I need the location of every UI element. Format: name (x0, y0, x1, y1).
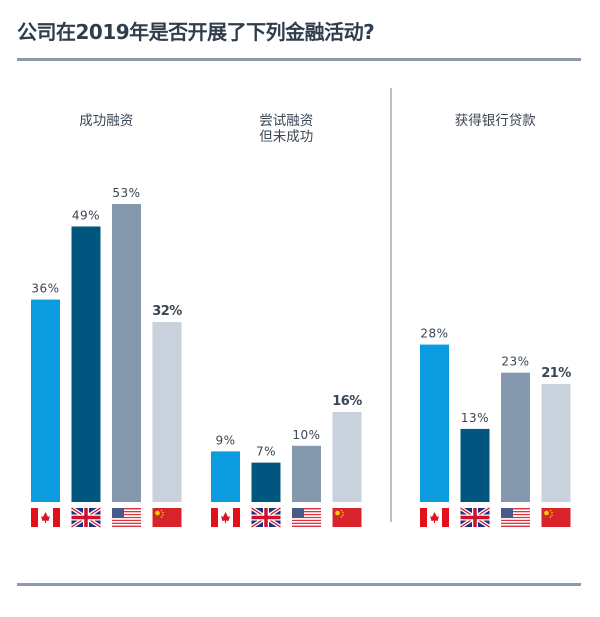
uk-flag-icon (70, 506, 102, 529)
bar (71, 226, 101, 502)
china-flag-icon (152, 508, 182, 527)
bar-group: 成功融资 36% 49% 53% 32% (31, 113, 183, 529)
bar (31, 299, 60, 502)
bar (292, 445, 321, 502)
bar (152, 322, 182, 502)
chart-title: 公司在2019年是否开展了下列金融活动? (17, 20, 375, 44)
value-label: 32% (152, 304, 182, 319)
bottom-rule (17, 583, 581, 586)
canada-flag-icon (31, 508, 60, 527)
bar (112, 204, 141, 502)
value-label: 36% (31, 282, 59, 296)
group-label: 成功融资 (79, 113, 133, 129)
group-label: 获得银行贷款 (455, 112, 536, 129)
group-label: 尝试融资 (259, 113, 313, 129)
us-flag-icon (292, 508, 321, 527)
value-label: 13% (461, 411, 489, 425)
uk-flag-icon (250, 506, 282, 529)
china-flag-icon (541, 508, 571, 527)
value-label: 21% (541, 366, 571, 381)
bar-group: 获得银行贷款 28% 13% 23% 21% (420, 112, 572, 529)
us-flag-icon (112, 508, 141, 527)
group-label: 但未成功 (259, 129, 313, 145)
bar (211, 451, 240, 502)
canada-flag-icon (211, 508, 240, 527)
bar (332, 412, 362, 502)
value-label: 49% (72, 208, 100, 222)
value-label: 9% (215, 433, 235, 447)
uk-flag-icon (459, 506, 491, 529)
us-flag-icon (501, 508, 530, 527)
top-rule (17, 58, 581, 61)
value-label: 16% (332, 394, 362, 409)
bar (501, 372, 530, 502)
bar (251, 462, 281, 502)
canada-flag-icon (420, 508, 449, 527)
value-label: 23% (501, 355, 529, 369)
bar (460, 428, 490, 502)
value-label: 28% (420, 327, 448, 341)
china-flag-icon (332, 508, 362, 527)
value-label: 7% (256, 445, 276, 459)
bar (420, 344, 449, 502)
bar (541, 383, 571, 502)
value-label: 10% (292, 428, 320, 442)
value-label: 53% (112, 186, 140, 200)
